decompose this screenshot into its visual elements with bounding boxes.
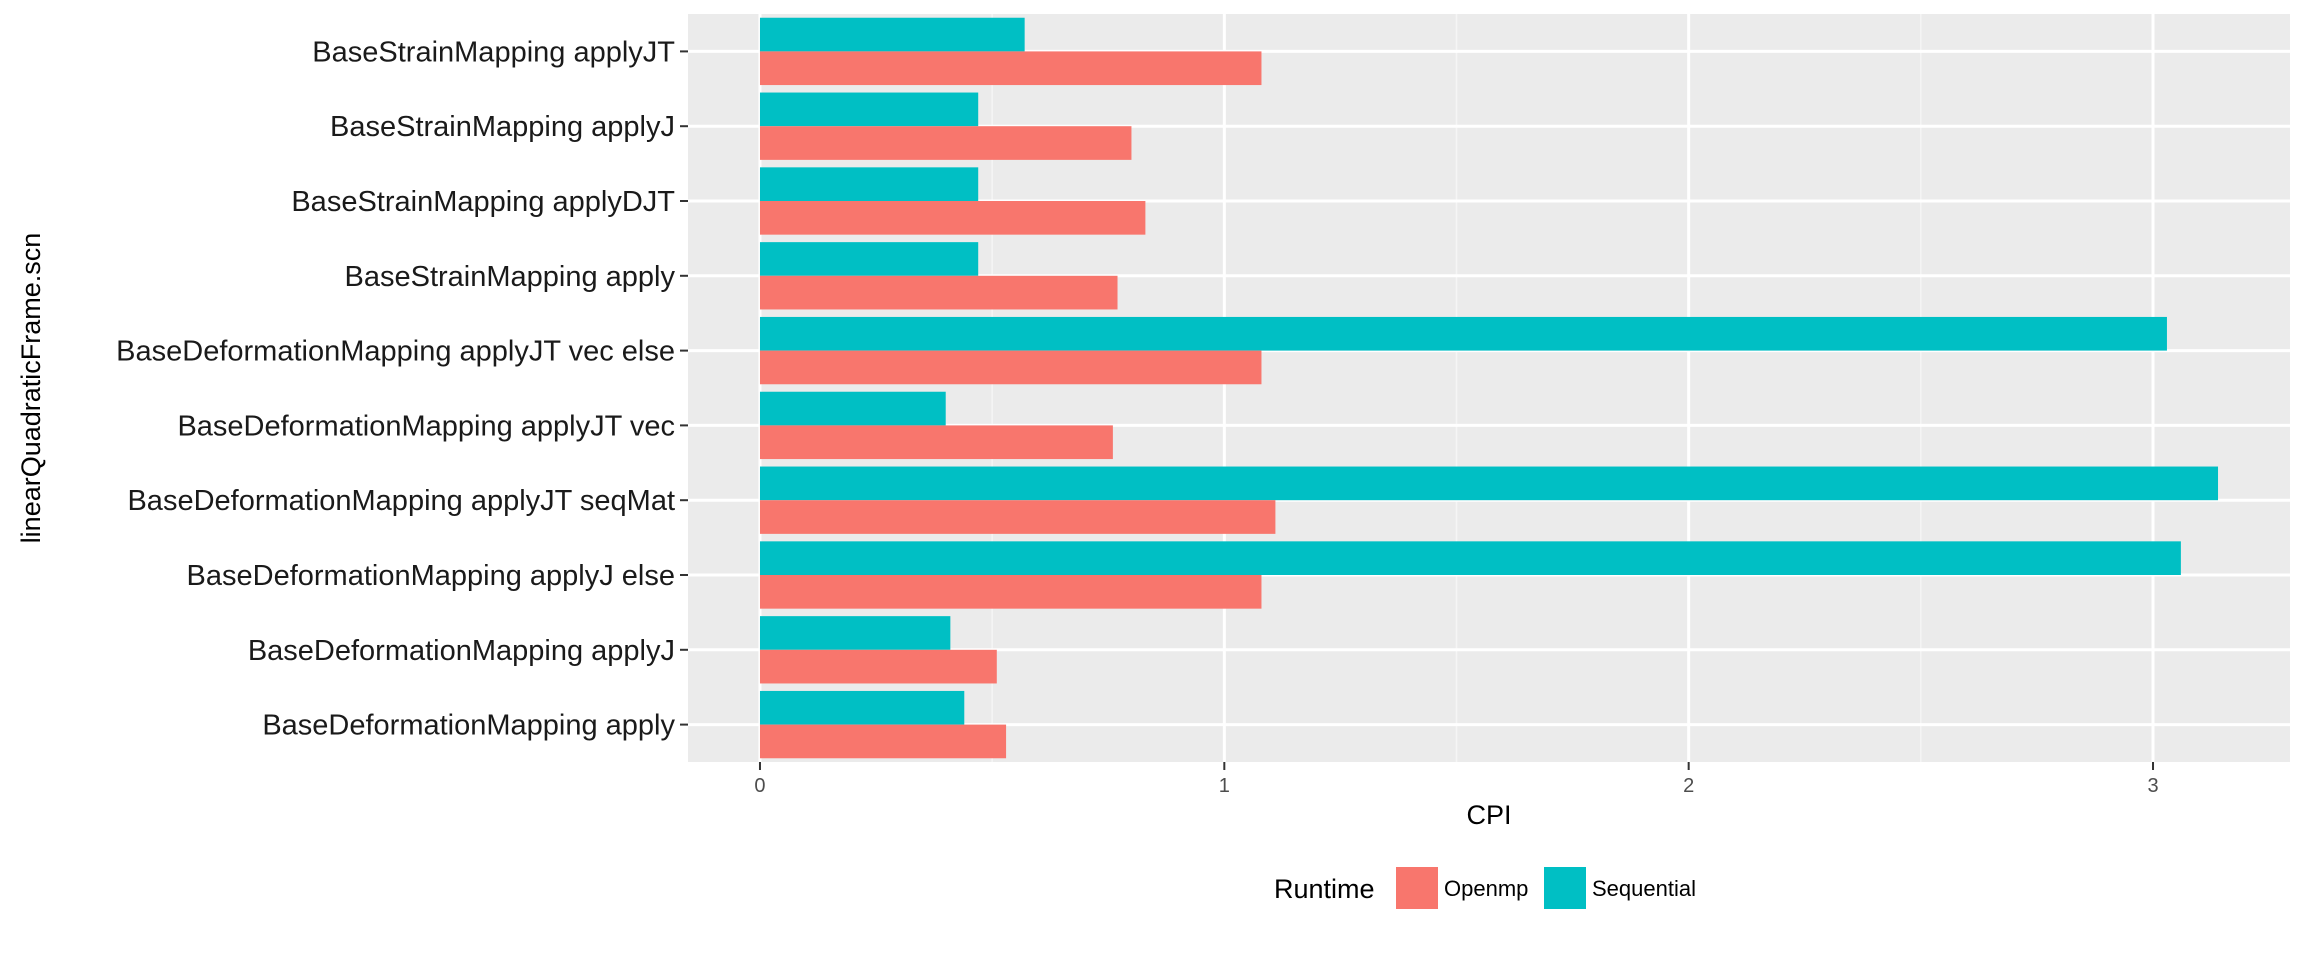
legend-key-sequential xyxy=(1544,867,1586,909)
bar-openmp xyxy=(760,425,1113,459)
bar-sequential xyxy=(760,167,978,201)
bar-sequential xyxy=(760,691,964,725)
bar-sequential xyxy=(760,392,946,426)
bar-openmp xyxy=(760,126,1131,160)
category-label: BaseDeformationMapping applyJT seqMat xyxy=(127,485,675,517)
bar-openmp xyxy=(760,650,997,684)
x-tick-label: 0 xyxy=(754,775,765,797)
category-label: BaseDeformationMapping applyJ xyxy=(248,635,675,667)
x-tick-label: 3 xyxy=(2147,775,2158,797)
y-axis-title: linearQuadraticFrame.scn xyxy=(16,233,46,544)
bar-openmp xyxy=(760,725,1006,759)
y-axis: BaseStrainMapping applyJT BaseStrainMappi… xyxy=(116,36,688,741)
category-label: BaseStrainMapping applyJT xyxy=(312,36,675,68)
legend-key-openmp xyxy=(1396,867,1438,909)
bar-sequential xyxy=(760,317,2167,351)
x-tick-label: 1 xyxy=(1219,775,1230,797)
bar-sequential xyxy=(760,467,2218,501)
category-label: BaseStrainMapping applyJ xyxy=(330,111,675,143)
bar-openmp xyxy=(760,201,1145,235)
bar-openmp xyxy=(760,575,1261,609)
bar-sequential xyxy=(760,616,950,650)
bar-sequential xyxy=(760,93,978,127)
category-label: BaseDeformationMapping apply xyxy=(262,710,675,742)
category-label: BaseDeformationMapping applyJ else xyxy=(187,560,675,592)
category-label: BaseDeformationMapping applyJT vec else xyxy=(116,336,675,368)
category-label: BaseStrainMapping applyDJT xyxy=(291,186,675,218)
bar-sequential xyxy=(760,18,1025,52)
bar-openmp xyxy=(760,351,1261,385)
category-label: BaseDeformationMapping applyJT vec xyxy=(177,410,675,442)
bar-sequential xyxy=(760,541,2181,575)
legend-title: Runtime xyxy=(1274,874,1375,904)
x-axis-title: CPI xyxy=(1466,800,1511,830)
bar-openmp xyxy=(760,276,1118,310)
legend: Runtime Openmp Sequential xyxy=(1274,867,1696,909)
bar-sequential xyxy=(760,242,978,276)
bar-openmp xyxy=(760,51,1261,85)
x-axis: 0 1 2 3 xyxy=(754,762,2158,797)
x-tick-label: 2 xyxy=(1683,775,1694,797)
legend-label: Sequential xyxy=(1592,876,1696,901)
bar-openmp xyxy=(760,500,1275,534)
category-label: BaseStrainMapping apply xyxy=(345,261,676,293)
legend-label: Openmp xyxy=(1444,876,1528,901)
